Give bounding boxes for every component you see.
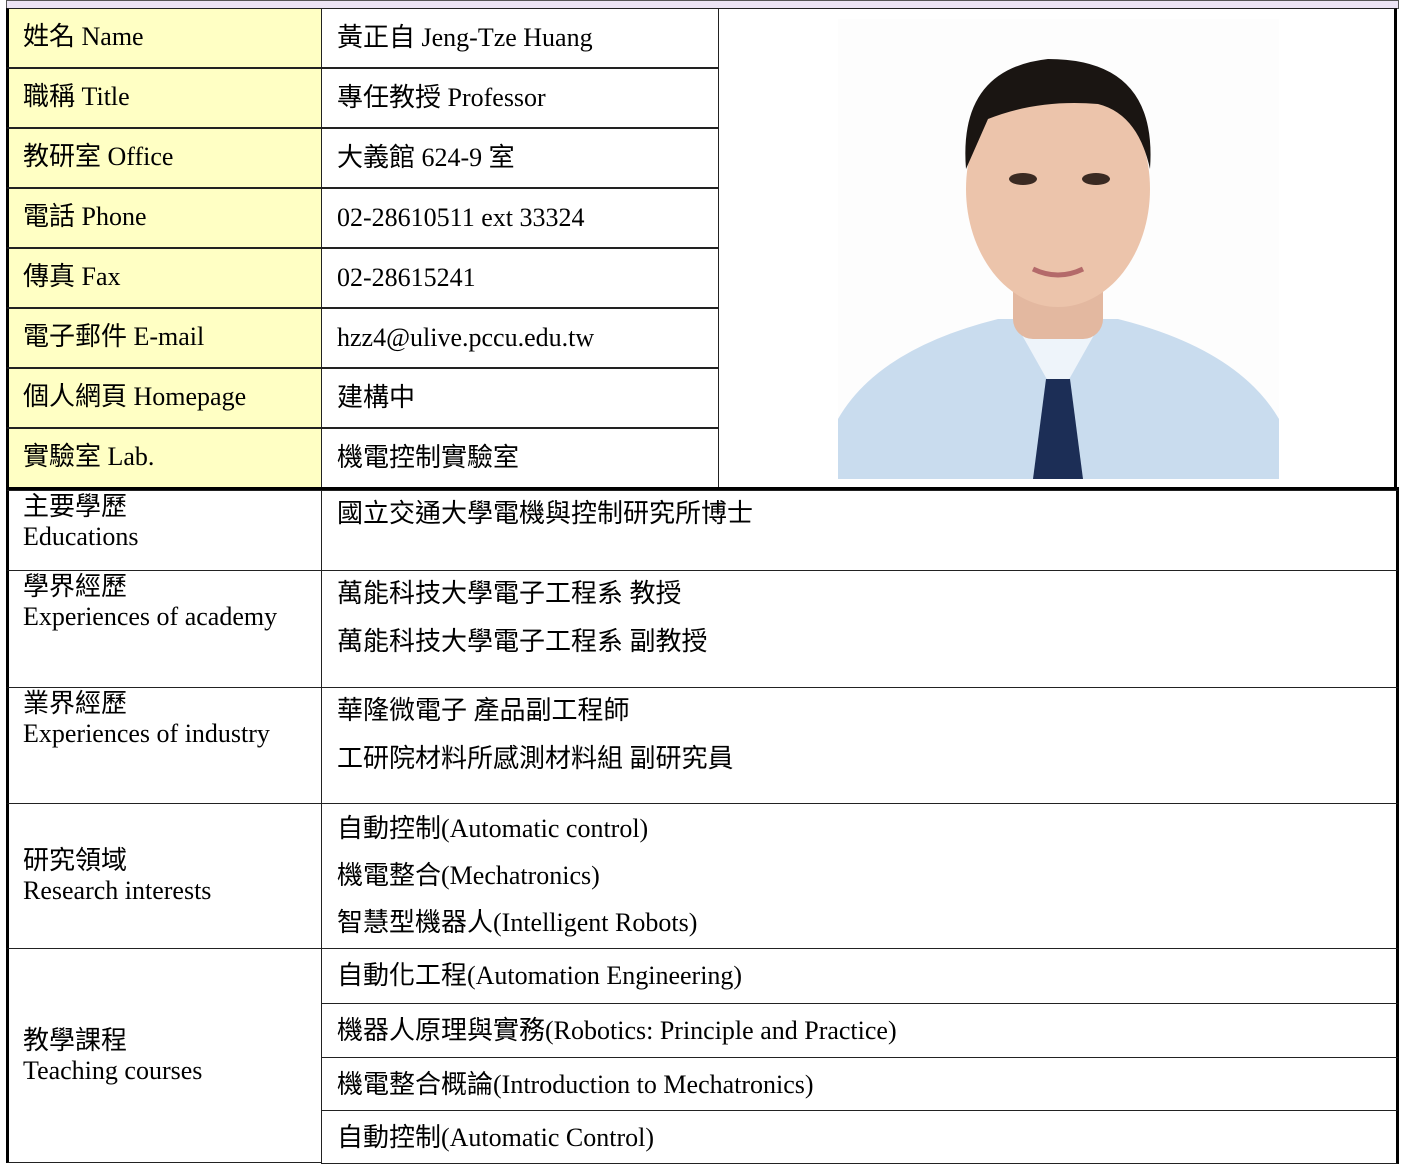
course-item: 機器人原理與實務(Robotics: Principle and Practic… <box>337 1016 897 1045</box>
row-label: 電話 Phone <box>23 202 147 231</box>
row-label: 電子郵件 E-mail <box>23 322 205 351</box>
section-item: 萬能科技大學電子工程系 教授 <box>337 579 682 608</box>
row-label: 姓名 Name <box>23 22 144 51</box>
row-value: 建構中 <box>337 383 416 412</box>
value-cell: 02-28615241 <box>321 248 719 308</box>
row-value: 大義館 624-9 室 <box>337 143 515 172</box>
section-label: 研究領域 Research interests <box>23 846 283 906</box>
section-label-en: Experiences of academy <box>23 602 278 631</box>
section-value-cell: 萬能科技大學電子工程系 教授 萬能科技大學電子工程系 副教授 <box>321 570 1399 688</box>
label-cell: 教研室 Office <box>6 128 322 188</box>
course-cell: 自動控制(Automatic Control) <box>321 1110 1399 1164</box>
course-item: 自動化工程(Automation Engineering) <box>337 961 743 990</box>
section-label-zh: 主要學歷 <box>23 492 128 521</box>
section-label-zh: 學界經歷 <box>23 572 128 601</box>
section-label-zh: 教學課程 <box>23 1025 128 1055</box>
section-label-en: Research interests <box>23 876 212 905</box>
row-value: hzz4@ulive.pccu.edu.tw <box>337 323 595 352</box>
section-label: 業界經歷 Experiences of industry <box>23 689 283 749</box>
section-item: 工研院材料所感測材料組 副研究員 <box>337 744 734 773</box>
label-cell: 個人網頁 Homepage <box>6 368 322 428</box>
section-item: 國立交通大學電機與控制研究所博士 <box>337 499 754 528</box>
row-label: 實驗室 Lab. <box>23 442 155 471</box>
section-item: 萬能科技大學電子工程系 副教授 <box>337 627 708 656</box>
label-cell: 電話 Phone <box>6 188 322 248</box>
section-item: 機電整合(Mechatronics) <box>337 861 600 890</box>
section-label-cell: 主要學歷 Educations <box>6 490 322 571</box>
course-cell: 機電整合概論(Introduction to Mechatronics) <box>321 1057 1399 1111</box>
value-cell: 機電控制實驗室 <box>321 428 719 489</box>
label-cell: 實驗室 Lab. <box>6 428 322 489</box>
value-cell: 建構中 <box>321 368 719 428</box>
section-label-cell: 教學課程 Teaching courses <box>6 948 322 1163</box>
course-item: 自動控制(Automatic Control) <box>337 1123 655 1152</box>
section-label-cell: 業界經歷 Experiences of industry <box>6 687 322 804</box>
value-cell: 大義館 624-9 室 <box>321 128 719 188</box>
label-cell: 電子郵件 E-mail <box>6 308 322 368</box>
section-item: 華隆微電子 產品副工程師 <box>337 696 630 725</box>
value-cell: 專任教授 Professor <box>321 68 719 128</box>
row-label: 傳真 Fax <box>23 262 121 291</box>
section-label-zh: 業界經歷 <box>23 689 128 718</box>
row-label: 職稱 Title <box>23 82 130 111</box>
course-cell: 自動化工程(Automation Engineering) <box>321 948 1399 1004</box>
section-item: 自動控制(Automatic control) <box>337 814 649 843</box>
row-label: 個人網頁 Homepage <box>23 382 247 411</box>
row-value: 02-28610511 ext 33324 <box>337 203 585 232</box>
value-cell: hzz4@ulive.pccu.edu.tw <box>321 308 719 368</box>
value-cell: 02-28610511 ext 33324 <box>321 188 719 248</box>
section-label-en: Teaching courses <box>23 1055 203 1085</box>
section-label-zh: 研究領域 <box>23 846 128 875</box>
value-cell: 黃正自 Jeng-Tze Huang <box>321 8 719 68</box>
row-value: 機電控制實驗室 <box>337 443 520 472</box>
photo-cell <box>718 8 1397 489</box>
row-value: 02-28615241 <box>337 263 476 292</box>
divider <box>6 487 1399 490</box>
section-label: 主要學歷 Educations <box>23 492 283 552</box>
label-cell: 傳真 Fax <box>6 248 322 308</box>
row-label: 教研室 Office <box>23 142 174 171</box>
label-cell: 姓名 Name <box>6 8 322 68</box>
section-item: 智慧型機器人(Intelligent Robots) <box>337 908 698 937</box>
section-label-en: Educations <box>23 522 139 551</box>
row-value: 專任教授 Professor <box>337 83 546 112</box>
section-label: 教學課程 Teaching courses <box>23 1026 283 1086</box>
section-label-cell: 學界經歷 Experiences of academy <box>6 570 322 688</box>
course-cell: 機器人原理與實務(Robotics: Principle and Practic… <box>321 1003 1399 1058</box>
course-item: 機電整合概論(Introduction to Mechatronics) <box>337 1070 814 1099</box>
portrait-photo <box>838 19 1279 479</box>
section-value-cell: 自動控制(Automatic control) 機電整合(Mechatronics… <box>321 803 1399 949</box>
section-value-cell: 華隆微電子 產品副工程師工研院材料所感測材料組 副研究員 <box>321 687 1399 804</box>
row-value: 黃正自 Jeng-Tze Huang <box>337 23 593 52</box>
section-label: 學界經歷 Experiences of academy <box>23 572 283 632</box>
section-value-cell: 國立交通大學電機與控制研究所博士 <box>321 490 1399 571</box>
section-label-en: Experiences of industry <box>23 719 270 748</box>
section-label-cell: 研究領域 Research interests <box>6 803 322 949</box>
label-cell: 職稱 Title <box>6 68 322 128</box>
